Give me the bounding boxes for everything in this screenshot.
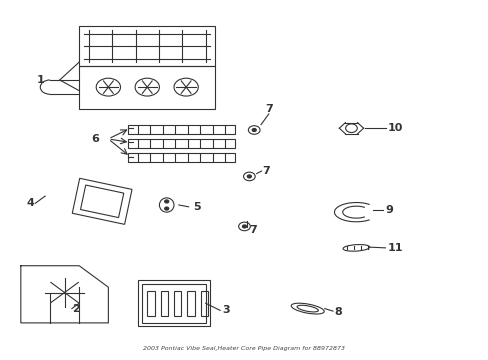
Text: 7: 7 bbox=[249, 225, 257, 235]
Text: 8: 8 bbox=[334, 307, 342, 317]
Bar bbox=[81, 185, 123, 217]
Text: 6: 6 bbox=[91, 134, 99, 144]
Circle shape bbox=[252, 129, 256, 131]
Circle shape bbox=[247, 175, 251, 178]
Text: 11: 11 bbox=[387, 243, 403, 253]
Text: 7: 7 bbox=[264, 104, 272, 113]
Circle shape bbox=[242, 225, 246, 228]
Text: 2003 Pontiac Vibe Seal,Heater Core Pipe Diagram for 88972873: 2003 Pontiac Vibe Seal,Heater Core Pipe … bbox=[143, 346, 345, 351]
Text: 2: 2 bbox=[72, 303, 80, 314]
Text: 1: 1 bbox=[36, 75, 44, 85]
Circle shape bbox=[164, 200, 168, 203]
Circle shape bbox=[164, 207, 168, 210]
Text: 9: 9 bbox=[385, 205, 392, 215]
Text: 7: 7 bbox=[262, 166, 270, 176]
Text: 10: 10 bbox=[387, 123, 403, 133]
Bar bbox=[72, 178, 132, 224]
Text: 4: 4 bbox=[26, 198, 35, 208]
Text: 3: 3 bbox=[222, 305, 230, 315]
Text: 5: 5 bbox=[193, 202, 201, 212]
